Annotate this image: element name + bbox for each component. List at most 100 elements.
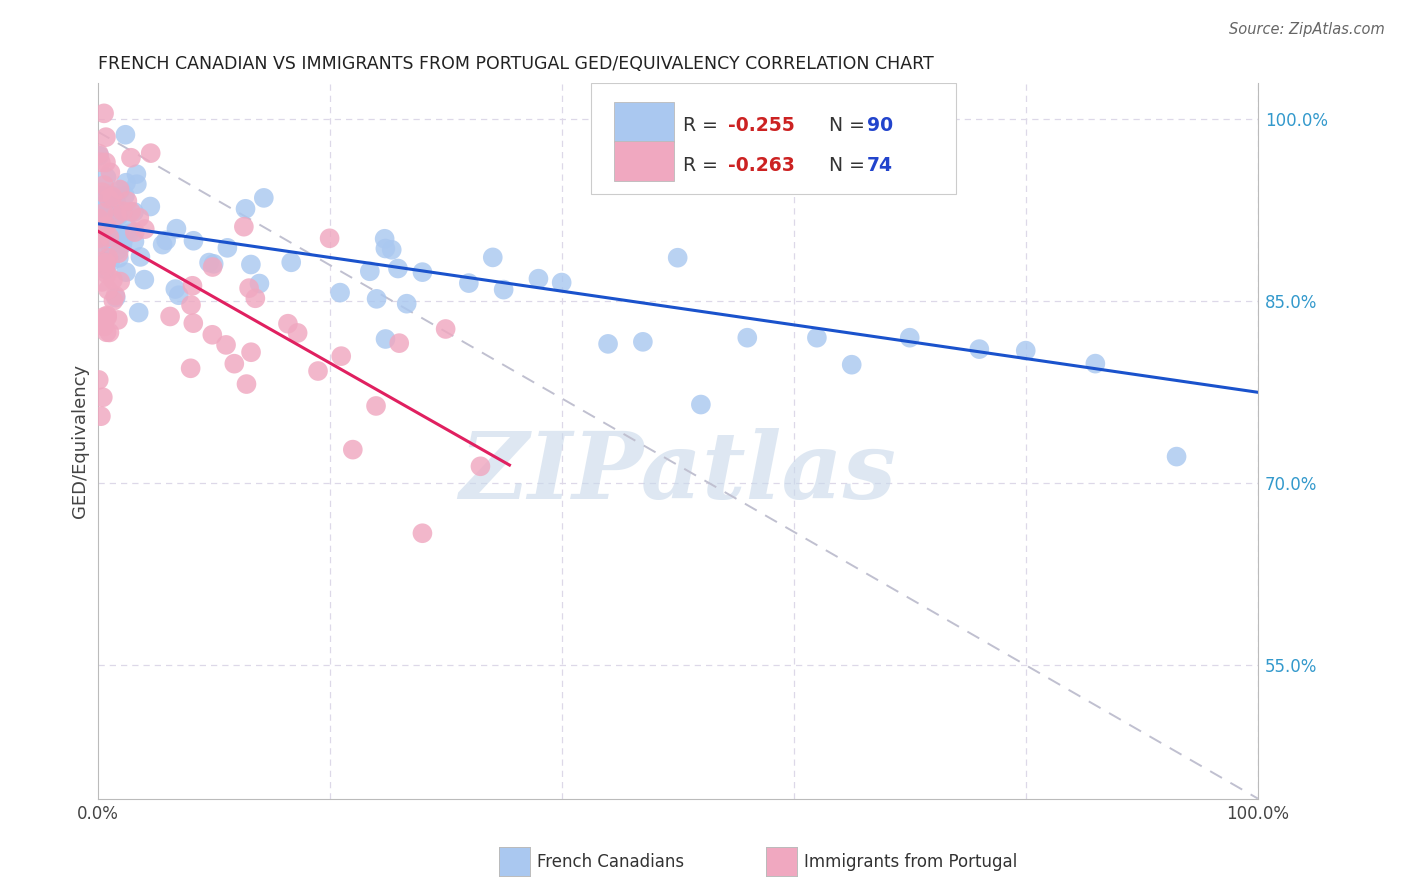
Text: 74: 74 [866, 156, 893, 175]
Point [90, 155, 112, 169]
Point [201, 260, 224, 274]
Point [117, 221, 139, 235]
Point [90, 409, 112, 424]
Point [457, 276, 479, 290]
Point [631, 334, 654, 349]
Text: FRENCH CANADIAN VS IMMIGRANTS FROM PORTUGAL GED/EQUIVALENCY CORRELATION CHART: FRENCH CANADIAN VS IMMIGRANTS FROM PORTU… [97, 55, 934, 73]
Text: -0.263: -0.263 [727, 156, 794, 175]
Point [287, 326, 309, 340]
Point [117, 194, 139, 208]
Point [97, 192, 120, 206]
Point [94, 186, 117, 201]
Point [841, 358, 863, 372]
Point [180, 298, 202, 312]
Point [1015, 343, 1038, 358]
Point [249, 277, 271, 291]
Point [110, 275, 132, 289]
Point [115, 265, 138, 279]
Point [107, 208, 129, 222]
Point [97, 211, 120, 226]
Point [470, 459, 492, 474]
Point [139, 200, 162, 214]
Point [107, 243, 129, 257]
Point [94, 155, 117, 169]
Point [93, 241, 115, 255]
Point [108, 228, 131, 243]
Point [374, 232, 396, 246]
Text: Source: ZipAtlas.com: Source: ZipAtlas.com [1229, 22, 1385, 37]
Point [411, 265, 433, 279]
Point [125, 167, 148, 181]
Point [434, 322, 457, 336]
Point [87, 373, 110, 387]
Text: -0.255: -0.255 [727, 117, 794, 136]
Point [359, 264, 381, 278]
Point [969, 342, 991, 356]
Point [96, 170, 118, 185]
Point [114, 188, 136, 202]
Point [111, 237, 134, 252]
Point [381, 243, 404, 257]
Point [737, 331, 759, 345]
Point [155, 233, 177, 247]
Point [91, 215, 114, 229]
Point [115, 176, 138, 190]
Point [108, 251, 131, 265]
Point [232, 219, 254, 234]
Point [235, 377, 257, 392]
Point [374, 242, 396, 256]
Point [1084, 357, 1107, 371]
Text: R =: R = [683, 156, 724, 175]
Point [198, 255, 221, 269]
Point [183, 234, 205, 248]
Point [103, 188, 125, 202]
Text: R =: R = [683, 117, 724, 136]
Point [330, 349, 353, 363]
Point [128, 211, 150, 225]
Point [364, 399, 387, 413]
Point [1166, 450, 1188, 464]
Point [111, 204, 134, 219]
Point [108, 228, 131, 243]
Point [93, 178, 115, 193]
Point [165, 221, 187, 235]
Point [374, 332, 396, 346]
Point [898, 331, 921, 345]
Point [492, 283, 515, 297]
Point [122, 205, 145, 219]
Point [104, 288, 127, 302]
Point [96, 310, 118, 325]
Point [103, 211, 125, 225]
Point [90, 254, 112, 268]
Point [98, 216, 121, 230]
Point [93, 206, 115, 220]
Point [107, 246, 129, 260]
Point [91, 185, 114, 199]
Point [366, 292, 388, 306]
Point [689, 398, 711, 412]
Point [201, 327, 224, 342]
Point [93, 106, 115, 120]
Point [388, 336, 411, 351]
Point [103, 293, 125, 308]
Point [128, 305, 150, 319]
FancyBboxPatch shape [614, 141, 675, 181]
Point [101, 273, 124, 287]
Point [98, 199, 121, 213]
Point [107, 209, 129, 223]
Point [87, 211, 110, 226]
Point [411, 526, 433, 541]
Point [98, 326, 121, 340]
Point [110, 183, 132, 197]
Point [91, 390, 114, 404]
Point [93, 310, 115, 324]
Point [94, 130, 117, 145]
Point [318, 231, 340, 245]
Point [90, 188, 112, 202]
Point [97, 192, 120, 206]
Point [104, 291, 127, 305]
Point [387, 261, 409, 276]
Point [181, 316, 204, 330]
Point [277, 317, 299, 331]
Point [596, 337, 619, 351]
